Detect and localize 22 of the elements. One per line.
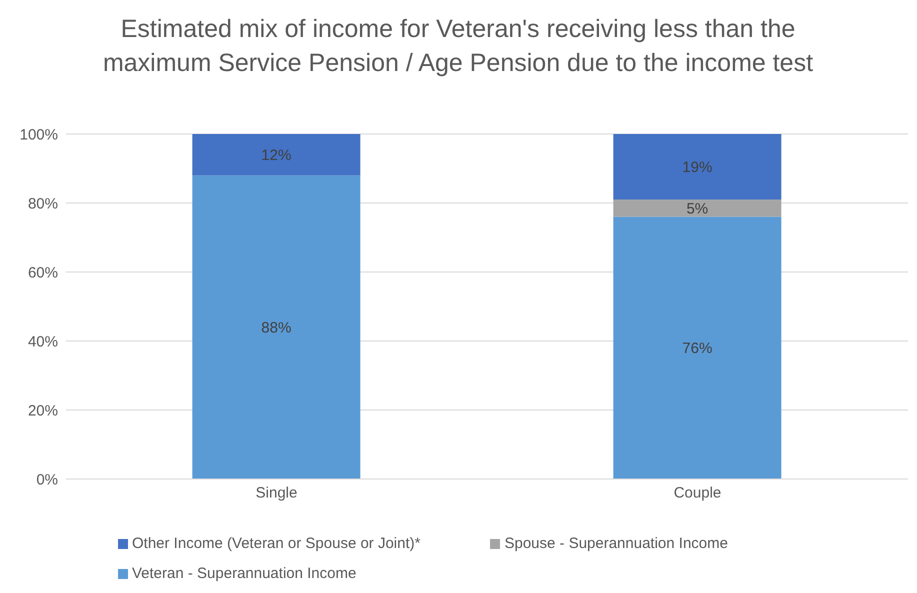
data-label: 88% [261,320,292,337]
bar [613,216,782,479]
y-tick-label: 40% [28,333,58,350]
chart-title: Estimated mix of income for Veteran's receiving less than the maximum Service Pension / Age Pension due to the income test [102,14,814,79]
legend-label: Spouse - Superannuation Income [504,535,728,552]
bar [192,175,360,479]
y-tick-label: 0% [36,471,58,488]
legend-label: Other Income (Veteran or Spouse or Joint)* [132,535,420,552]
bar [613,134,782,200]
data-label: 76% [682,340,712,358]
x-tick-label: Couple [674,484,722,502]
y-tick-label: 60% [28,264,58,282]
legend-label: Veteran - Superannuation Income [132,565,356,582]
bar [192,134,360,176]
data-label: 5% [686,200,708,218]
x-tick-label: Single [256,484,298,502]
y-tick-label: 100% [20,126,58,144]
data-label: 12% [261,147,292,164]
y-tick-label: 20% [28,402,58,420]
bar [613,200,782,217]
data-label: 19% [682,159,712,176]
y-tick-label: 80% [28,195,58,212]
